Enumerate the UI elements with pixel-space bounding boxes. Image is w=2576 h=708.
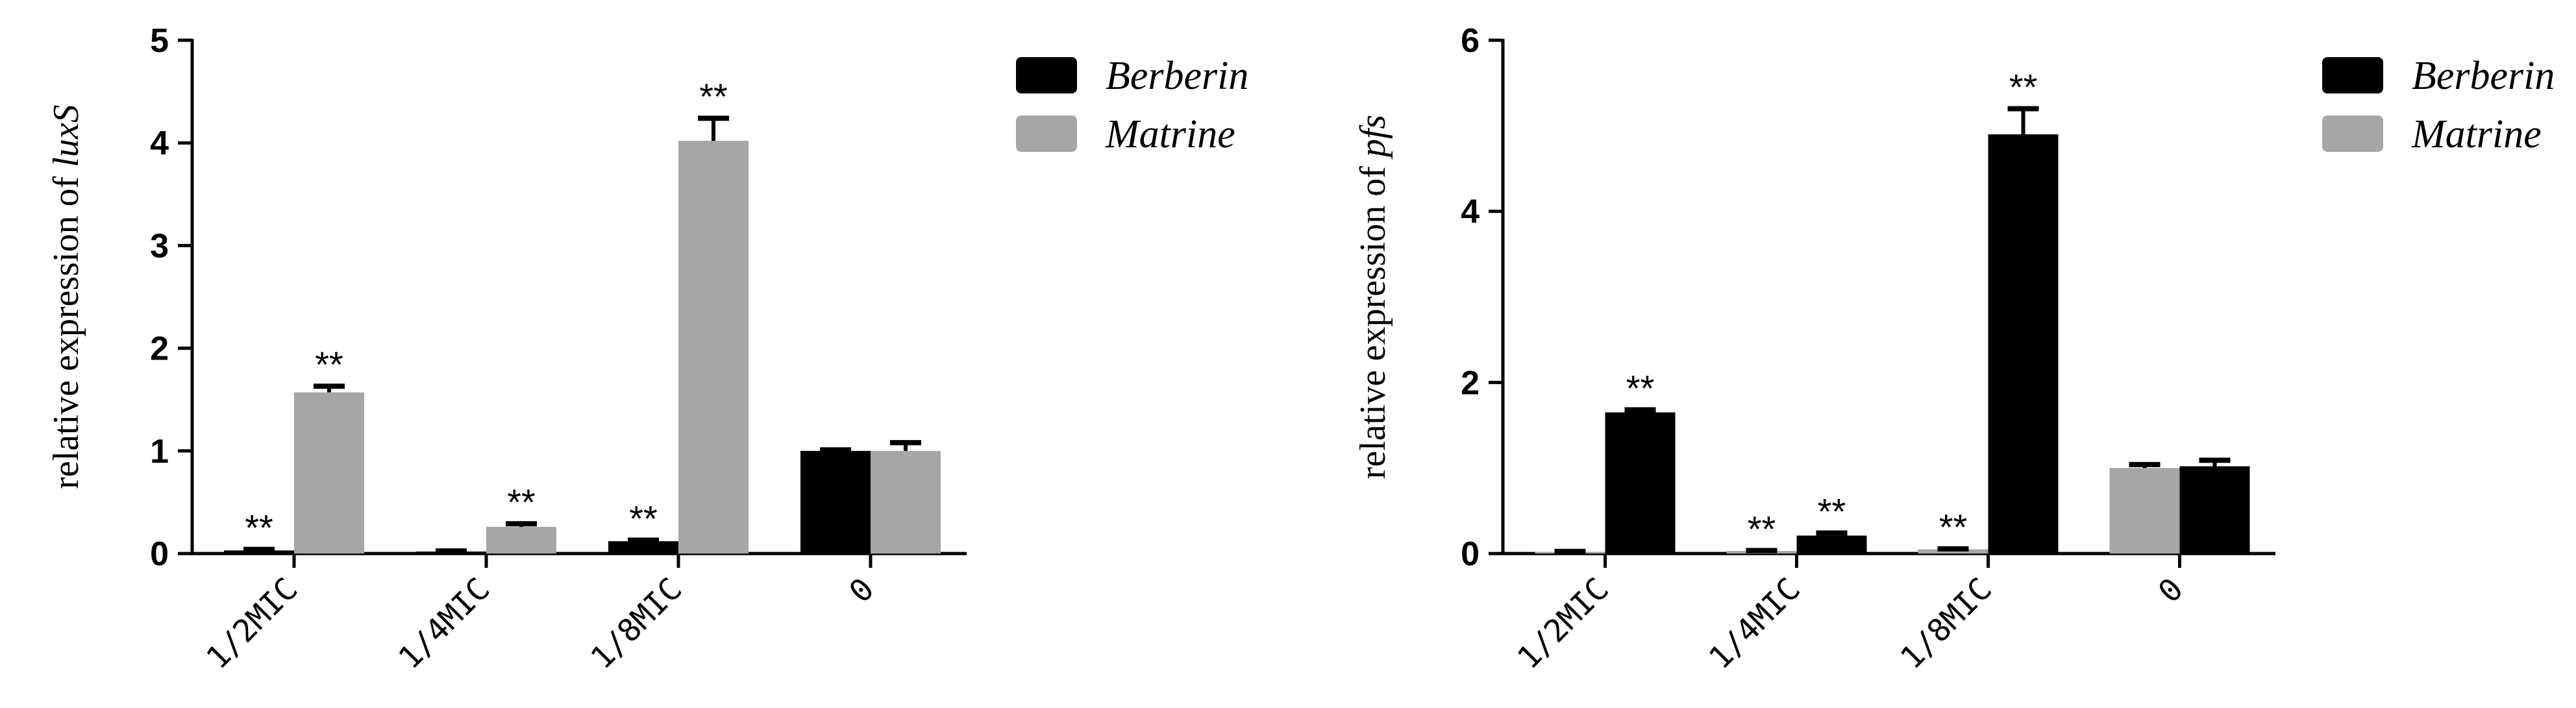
y-tick-label: 3 bbox=[150, 227, 169, 265]
significance-label: ** bbox=[2009, 66, 2038, 107]
bar-matrine-1-4mic bbox=[486, 526, 556, 554]
x-category-label: 1/8MIC bbox=[1894, 571, 1999, 676]
bar-berberin-1-2mic bbox=[1605, 412, 1676, 554]
chart-panel-pfs: 0 2 4 6 relative expression of pfs ** 1/2MIC **… bbox=[1353, 22, 2555, 676]
y-tick-label: 0 bbox=[150, 535, 169, 573]
x-category-label: 1/2MIC bbox=[199, 571, 304, 676]
y-axis-label-prefix: relative expression of bbox=[1353, 157, 1393, 479]
x-category-label: 1/8MIC bbox=[584, 571, 689, 676]
y-axis-label-gene: pfs bbox=[1353, 115, 1393, 160]
legend-label-berberin: Berberin bbox=[1106, 54, 1248, 98]
legend-label-matrine: Matrine bbox=[1105, 112, 1235, 156]
y-tick-label: 2 bbox=[150, 330, 169, 368]
bar-berberin-1-8mic bbox=[608, 541, 678, 554]
legend-swatch-matrine bbox=[2322, 116, 2383, 152]
y-tick-label: 5 bbox=[150, 22, 169, 60]
y-axis-label-prefix: relative expression of bbox=[46, 167, 86, 489]
x-category-label: 0 bbox=[2151, 571, 2190, 610]
legend-label-matrine: Matrine bbox=[2411, 112, 2542, 156]
bar-berberin-0 bbox=[800, 450, 871, 554]
y-axis-label: relative expression of luxS bbox=[46, 104, 86, 489]
bar-matrine-0 bbox=[2109, 468, 2180, 554]
y-tick-label: 0 bbox=[1461, 535, 1480, 573]
y-axis-label: relative expression of pfs bbox=[1353, 115, 1393, 479]
bar-matrine-1-2mic bbox=[294, 392, 364, 554]
bar-berberin-1-8mic bbox=[1988, 134, 2059, 554]
legend-label-berberin: Berberin bbox=[2412, 54, 2555, 98]
significance-label: ** bbox=[245, 507, 273, 548]
significance-label: ** bbox=[699, 76, 728, 117]
bar-berberin-0 bbox=[2179, 466, 2250, 554]
y-axis-label-gene: luxS bbox=[46, 104, 86, 167]
significance-label: ** bbox=[629, 498, 658, 539]
y-tick-label: 1 bbox=[150, 433, 169, 470]
y-tick-label: 4 bbox=[150, 125, 169, 162]
y-tick-label: 6 bbox=[1461, 22, 1480, 60]
legend-swatch-matrine bbox=[1016, 116, 1077, 152]
legend-swatch-berberin bbox=[1016, 57, 1077, 93]
x-category-label: 1/2MIC bbox=[1511, 571, 1616, 676]
bar-matrine-0 bbox=[871, 450, 941, 554]
x-category-label: 1/4MIC bbox=[1702, 571, 1807, 676]
significance-label: ** bbox=[1626, 368, 1655, 409]
bar-matrine-1-8mic bbox=[678, 141, 749, 554]
significance-label: ** bbox=[1748, 508, 1776, 549]
significance-label: ** bbox=[1818, 491, 1846, 531]
significance-label: ** bbox=[1939, 507, 1968, 548]
significance-label: ** bbox=[315, 344, 343, 385]
legend-swatch-berberin bbox=[2322, 57, 2383, 93]
x-category-label: 1/4MIC bbox=[391, 571, 497, 676]
bar-berberin-1-4mic bbox=[1796, 535, 1867, 554]
x-category-label: 0 bbox=[842, 571, 881, 610]
chart-panel-luxs: 0 1 2 3 4 5 relative expression of luxS ** ** 1/2… bbox=[46, 22, 1248, 676]
y-tick-label: 4 bbox=[1461, 193, 1480, 231]
y-tick-label: 2 bbox=[1461, 364, 1480, 402]
significance-label: ** bbox=[507, 482, 536, 522]
